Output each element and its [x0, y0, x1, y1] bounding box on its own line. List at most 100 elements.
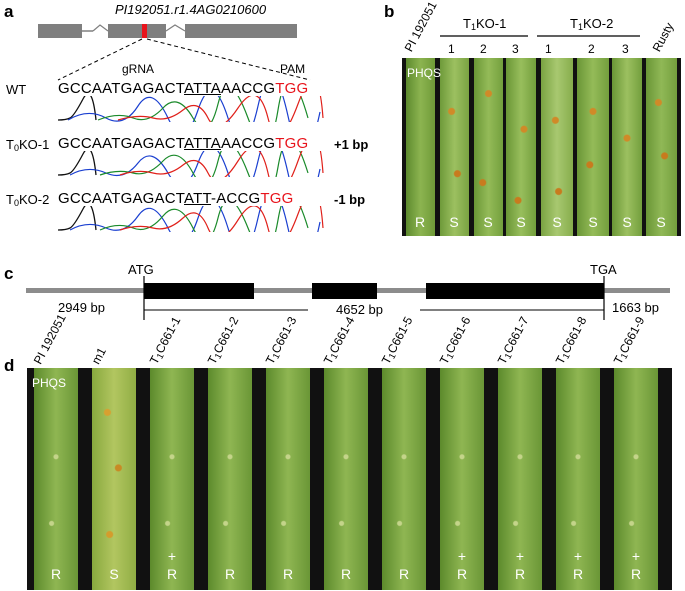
panel-d-label: d	[4, 356, 15, 375]
seq-ko1: GCCAATGAGACTATTAAACCGTGG	[58, 135, 308, 152]
leaf	[541, 58, 573, 236]
leaf	[92, 368, 136, 590]
seq-part: ATTA	[184, 135, 221, 152]
b-num-3: 3	[512, 42, 519, 56]
c-mid-length: 4652 bp	[336, 302, 383, 317]
chromatogram-ko2	[58, 206, 324, 232]
seq-pam: TGG	[260, 190, 294, 207]
d-plus-mark: +	[573, 548, 583, 564]
name-part: T	[6, 137, 14, 152]
name-part: KO-2	[18, 192, 50, 207]
seq-part: ATT	[184, 190, 212, 207]
b-reaction: S	[449, 214, 459, 230]
c-tga: TGA	[590, 262, 617, 277]
leaf-image-b: PHQS R S S S S S S S	[402, 58, 681, 236]
d-reaction: S	[109, 566, 119, 582]
gene-model-a	[38, 24, 311, 81]
name-part: KO-1	[18, 137, 50, 152]
seq-ko2: GCCAATGAGACTATT-ACCGTGG	[58, 190, 293, 207]
b-reaction: S	[483, 214, 493, 230]
b-num-1: 1	[448, 42, 455, 56]
d-phqs-label: PHQS	[32, 376, 67, 390]
panel-b-label: b	[384, 2, 395, 21]
b-group-ko1: T1KO-1	[463, 16, 506, 32]
seq-part: GCCAATGAGACT	[58, 80, 185, 97]
pam-label: PAM	[280, 62, 306, 76]
chromatogram-ko1	[58, 151, 324, 177]
c-atg: ATG	[128, 262, 154, 277]
seq-pam: TGG	[275, 135, 309, 152]
leaf	[382, 368, 426, 590]
leaf	[556, 368, 600, 590]
row-wt-label: WT	[6, 82, 27, 97]
seq-part: GCCAATGAGACT	[58, 190, 185, 207]
b-num-6: 3	[622, 42, 629, 56]
b-reaction: R	[414, 214, 426, 230]
d-reaction: R	[282, 566, 294, 582]
name-sub: 0	[13, 198, 19, 208]
d-plus-mark: +	[167, 548, 177, 564]
b-num-2: 2	[480, 42, 487, 56]
leaf	[34, 368, 78, 590]
name-part: T	[6, 192, 14, 207]
c-right-length: 1663 bp	[612, 300, 659, 315]
leaf	[266, 368, 310, 590]
d-col-label: m1	[89, 345, 110, 367]
d-reaction: R	[630, 566, 642, 582]
label-part: m1	[88, 345, 109, 367]
b-reaction: S	[622, 214, 632, 230]
gene-model-c	[26, 276, 670, 320]
leaf	[324, 368, 368, 590]
name-sub: 0	[13, 143, 19, 153]
chromatogram-wt	[58, 96, 324, 122]
d-plus-mark: +	[515, 548, 525, 564]
leaf	[577, 58, 609, 236]
g-part: KO-1	[475, 16, 507, 31]
d-plus-mark: +	[457, 548, 467, 564]
leaf	[474, 58, 503, 236]
b-reaction: S	[516, 214, 526, 230]
g-part: T	[570, 16, 578, 31]
g-sub: 1	[470, 22, 476, 32]
leaf	[614, 368, 658, 590]
row-ko2-label: T0KO-2	[6, 192, 49, 208]
seq-wt: GCCAATGAGACTATTAAACCGTGG	[58, 80, 308, 97]
d-reaction: R	[224, 566, 236, 582]
g-part: T	[463, 16, 471, 31]
g-sub: 1	[577, 22, 583, 32]
d-reaction: R	[50, 566, 62, 582]
panel-c-label: c	[4, 264, 14, 283]
grna-label: gRNA	[122, 62, 155, 76]
row-ko1-label: T0KO-1	[6, 137, 49, 153]
change-ko2: -1 bp	[334, 192, 366, 207]
d-reaction: R	[340, 566, 352, 582]
seq-part: AACCG	[220, 80, 276, 97]
leaf	[440, 368, 484, 590]
seq-part: -ACCG	[211, 190, 261, 207]
b-num-5: 2	[588, 42, 595, 56]
d-reaction: R	[166, 566, 178, 582]
seq-part: GCCAATGAGACT	[58, 135, 185, 152]
change-ko1: +1 bp	[334, 137, 369, 152]
b-reaction: S	[552, 214, 562, 230]
panel-a-label: a	[4, 2, 14, 21]
d-plus-mark: +	[631, 548, 641, 564]
leaf	[612, 58, 642, 236]
b-num-4: 1	[545, 42, 552, 56]
seq-part: ATTA	[184, 80, 221, 97]
leaf	[150, 368, 194, 590]
gene-name: PI192051.r1.4AG0210600	[115, 2, 267, 17]
leaf	[506, 58, 536, 236]
leaf	[646, 58, 677, 236]
b-phqs-label: PHQS	[407, 66, 442, 80]
leaf	[406, 58, 435, 236]
b-reaction: S	[656, 214, 666, 230]
b-reaction: S	[588, 214, 598, 230]
leaf-image-d: R S + R R R R R + R + R + R + R PHQS	[27, 368, 672, 590]
leaf	[208, 368, 252, 590]
seq-pam: TGG	[275, 80, 309, 97]
leaf	[440, 58, 469, 236]
b-group-lines	[440, 35, 640, 37]
g-part: KO-2	[582, 16, 614, 31]
leaf	[498, 368, 542, 590]
